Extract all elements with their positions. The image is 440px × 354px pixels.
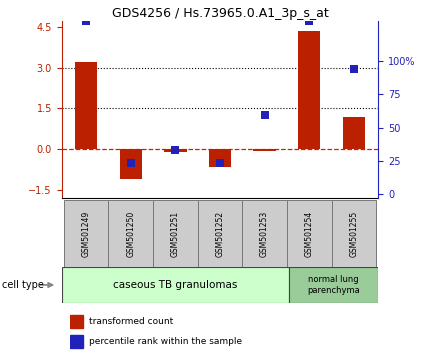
Text: caseous TB granulomas: caseous TB granulomas <box>113 280 238 290</box>
Text: GSM501250: GSM501250 <box>126 211 135 257</box>
Text: transformed count: transformed count <box>89 317 173 326</box>
Text: GSM501254: GSM501254 <box>305 211 314 257</box>
Bar <box>164 149 187 152</box>
Bar <box>289 267 378 303</box>
Text: GSM501249: GSM501249 <box>82 211 91 257</box>
Bar <box>62 267 289 303</box>
Bar <box>298 31 320 149</box>
Text: GSM501255: GSM501255 <box>349 211 358 257</box>
Text: cell type: cell type <box>2 280 44 290</box>
Bar <box>108 200 153 267</box>
Bar <box>253 149 276 150</box>
Bar <box>153 200 198 267</box>
Point <box>216 160 224 166</box>
Bar <box>198 200 242 267</box>
Point <box>350 66 357 72</box>
Bar <box>332 200 376 267</box>
Bar <box>209 149 231 167</box>
Text: GSM501251: GSM501251 <box>171 211 180 257</box>
Bar <box>343 116 365 149</box>
Title: GDS4256 / Hs.73965.0.A1_3p_s_at: GDS4256 / Hs.73965.0.A1_3p_s_at <box>112 7 328 20</box>
Bar <box>70 315 83 327</box>
Bar <box>120 149 142 179</box>
Bar <box>287 200 332 267</box>
Text: normal lung
parenchyma: normal lung parenchyma <box>308 275 360 295</box>
Point <box>127 160 134 166</box>
Point <box>172 148 179 153</box>
Text: GSM501252: GSM501252 <box>216 211 224 257</box>
Bar <box>75 62 97 149</box>
Bar <box>70 335 83 348</box>
Bar <box>64 200 108 267</box>
Point <box>83 18 90 24</box>
Bar <box>242 200 287 267</box>
Point <box>306 18 313 24</box>
Text: GSM501253: GSM501253 <box>260 211 269 257</box>
Text: percentile rank within the sample: percentile rank within the sample <box>89 337 242 346</box>
Point <box>261 112 268 118</box>
